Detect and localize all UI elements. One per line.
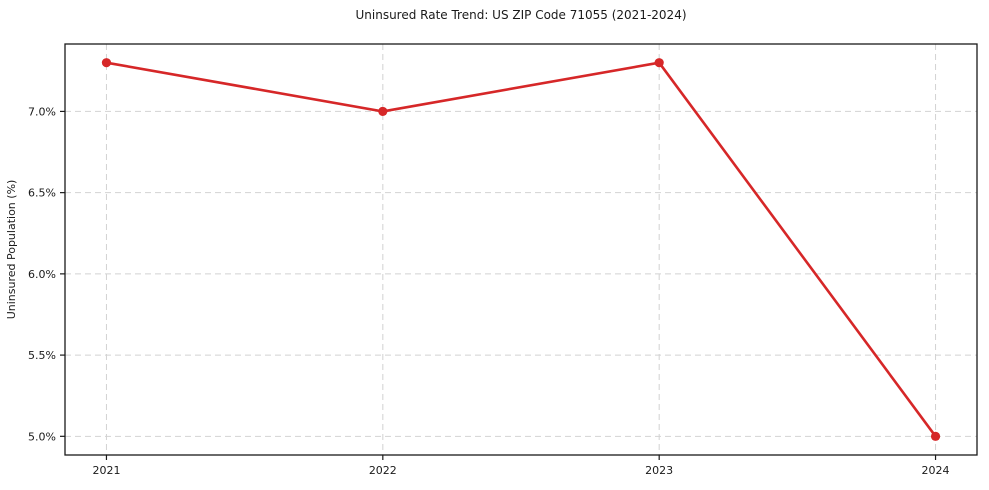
- x-tick-label: 2023: [645, 464, 673, 477]
- x-tick-label: 2021: [92, 464, 120, 477]
- chart-title: Uninsured Rate Trend: US ZIP Code 71055 …: [355, 8, 687, 22]
- x-tick-label: 2022: [369, 464, 397, 477]
- data-point: [378, 106, 388, 117]
- y-tick-label: 5.5%: [28, 349, 56, 362]
- x-tick-label: 2024: [922, 464, 950, 477]
- y-tick-label: 7.0%: [28, 105, 56, 118]
- y-tick-label: 5.0%: [28, 430, 56, 443]
- y-tick-label: 6.0%: [28, 268, 56, 281]
- plot-border: [64, 43, 978, 456]
- trend-line: [105, 61, 937, 438]
- data-point: [654, 58, 664, 68]
- data-point: [101, 58, 112, 68]
- y-tick-label: 6.5%: [28, 187, 56, 200]
- y-axis-label: Uninsured Population (%): [5, 180, 18, 320]
- data-point: [930, 431, 941, 441]
